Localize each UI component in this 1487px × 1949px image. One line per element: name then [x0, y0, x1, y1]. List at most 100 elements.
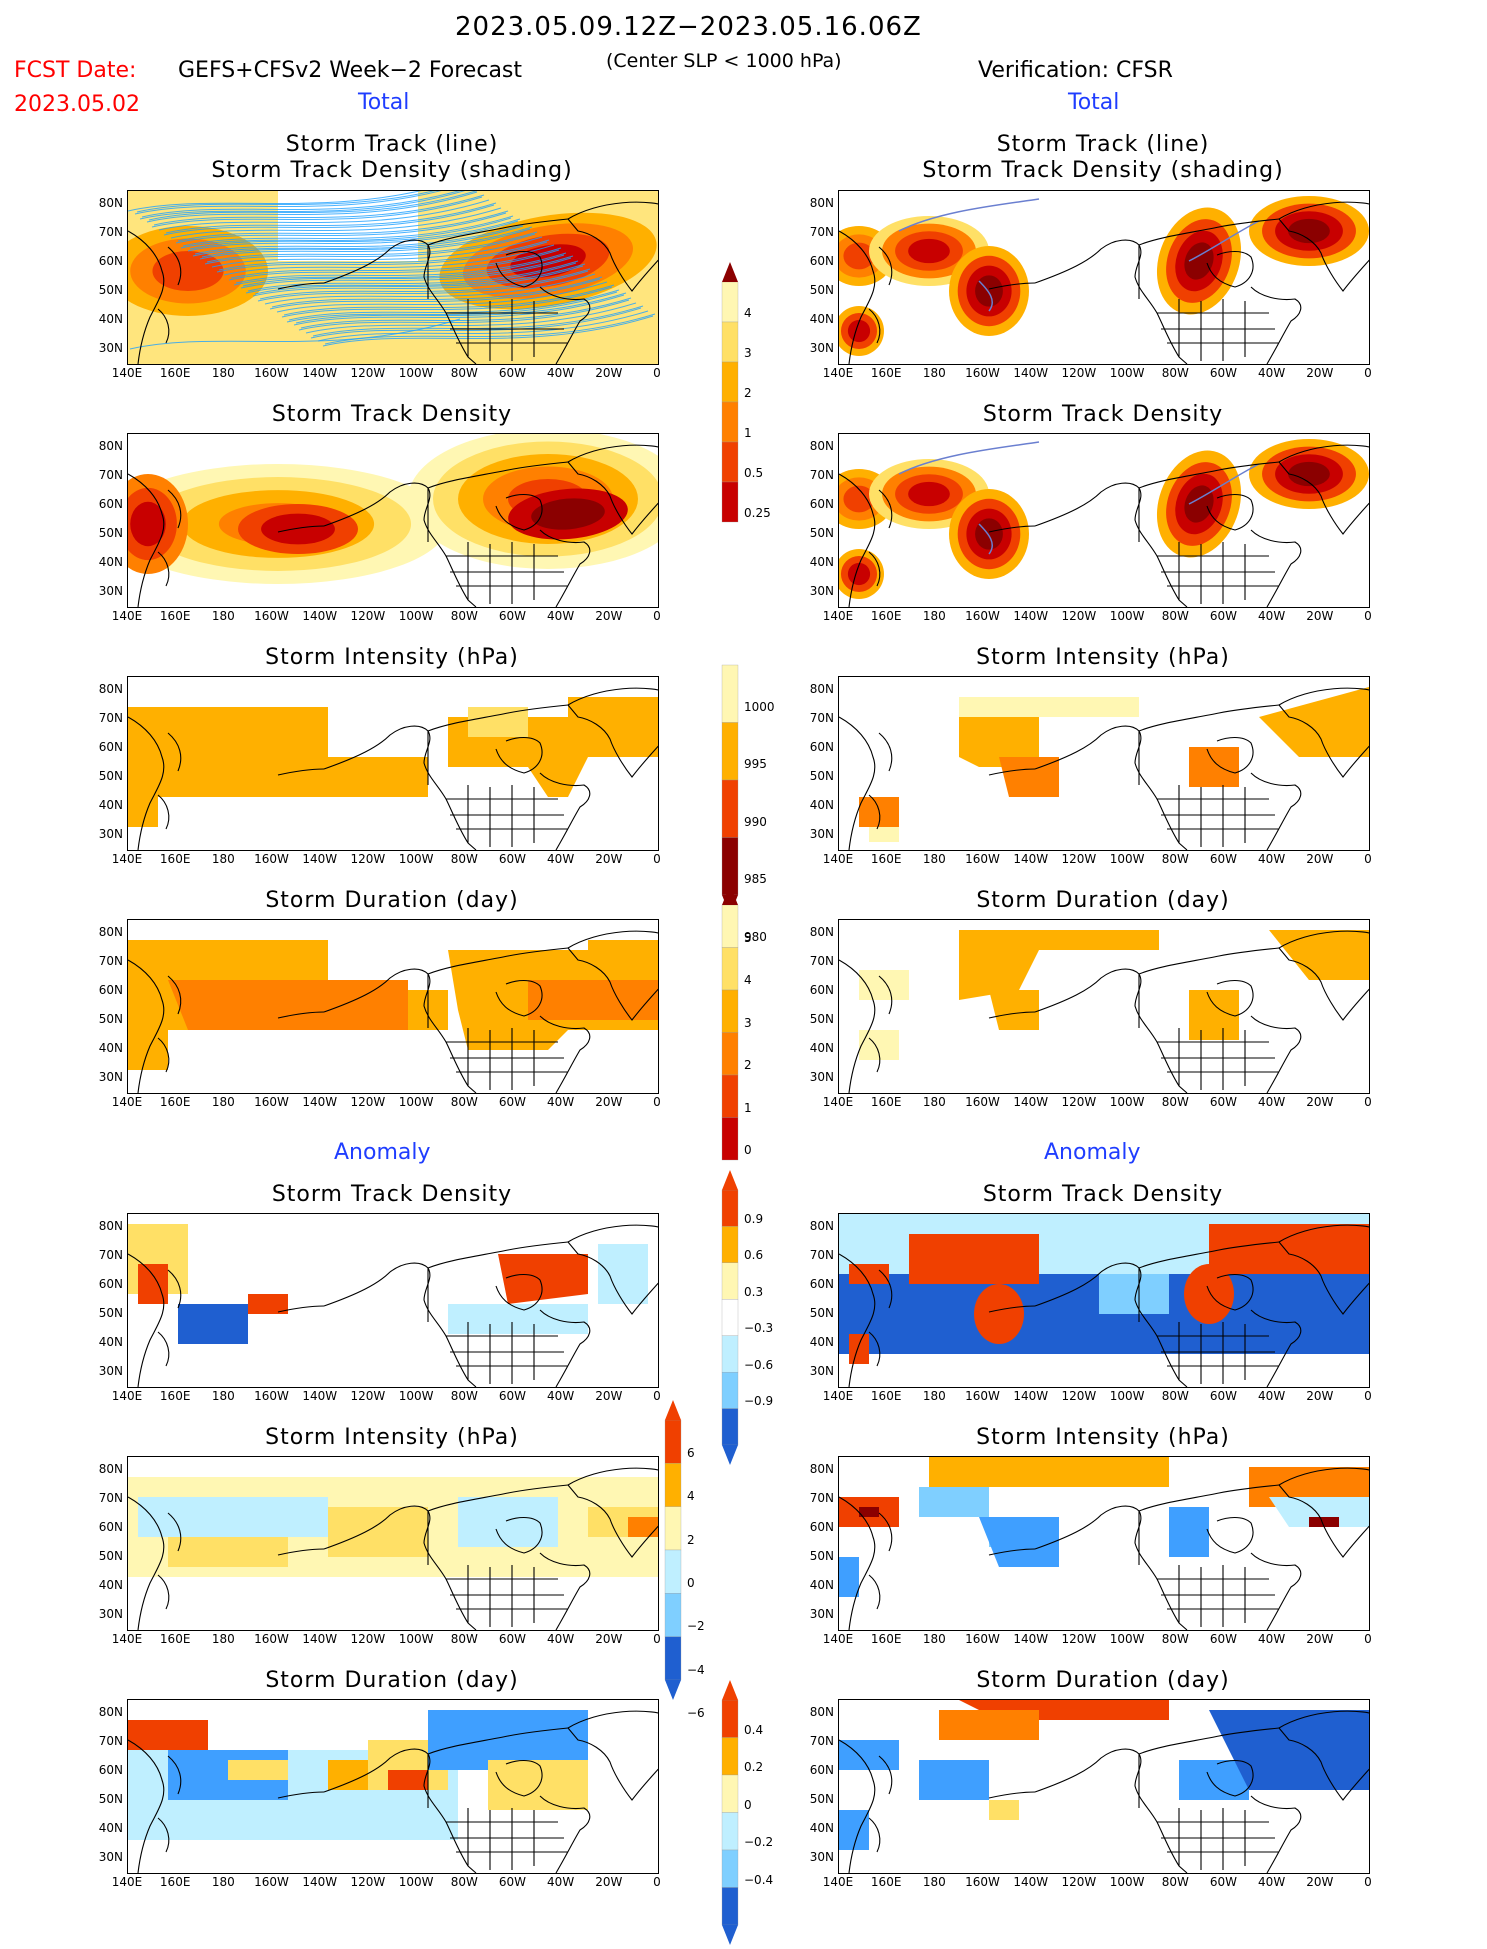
- lon-tick-label: 0: [1364, 366, 1372, 380]
- lat-tick-label: 50N: [809, 1306, 834, 1320]
- panel-title-intensity-right: Storm Intensity (hPa): [976, 645, 1230, 670]
- lon-tick-label: 60W: [1209, 852, 1238, 866]
- lat-tick-label: 80N: [809, 682, 834, 696]
- lon-tick-label: 60W: [498, 1632, 527, 1646]
- lat-tick-label: 30N: [809, 827, 834, 841]
- lon-tick-label: 160W: [254, 852, 289, 866]
- lon-tick-label: 180: [211, 609, 235, 623]
- colorbar-label: 1000: [744, 699, 775, 714]
- lon-tick-label: 0: [653, 609, 661, 623]
- section-total-left: Total: [358, 90, 410, 115]
- lat-tick-label: 80N: [98, 1219, 123, 1233]
- lat-tick-label: 70N: [809, 711, 834, 725]
- colorbar-label: −0.2: [744, 1835, 774, 1849]
- lon-tick-label: 140E: [822, 1095, 854, 1109]
- lon-tick-label: 40W: [547, 852, 575, 866]
- colorbar-label: 4: [744, 306, 752, 320]
- lon-tick-label: 140E: [111, 1389, 143, 1403]
- section-total-right: Total: [1068, 90, 1120, 115]
- lon-tick-label: 20W: [595, 852, 623, 866]
- lon-tick-label: 60W: [498, 366, 527, 380]
- lat-tick-label: 30N: [809, 341, 834, 355]
- lon-tick-label: 100W: [398, 366, 434, 380]
- forecast-name: GEFS+CFSv2 Week−2 Forecast: [178, 58, 523, 83]
- lon-tick-label: 120W: [1061, 1875, 1097, 1889]
- lon-tick-label: 120W: [1061, 1095, 1097, 1109]
- colorbar-label: 0: [744, 1797, 752, 1812]
- lon-tick-label: 40W: [547, 366, 575, 380]
- lon-tick-label: 20W: [1306, 852, 1334, 866]
- lat-tick-label: 80N: [98, 439, 123, 453]
- fcst-date-label: FCST Date:: [14, 58, 137, 83]
- lon-tick-label: 160W: [254, 366, 289, 380]
- lat-tick-label: 70N: [98, 468, 123, 482]
- storm-intensity-map-verification: [838, 676, 1370, 851]
- lat-tick-label: 80N: [809, 1462, 834, 1476]
- lon-tick-label: 20W: [595, 1632, 623, 1646]
- colorbar-label: −4: [687, 1662, 705, 1677]
- storm-intensity-map-forecast: [127, 676, 659, 851]
- lon-tick-label: 160E: [159, 366, 191, 380]
- lon-tick-label: 60W: [498, 1389, 527, 1403]
- colorbar-label: −0.6: [744, 1357, 774, 1372]
- section-anomaly-right: Anomaly: [1044, 1140, 1141, 1165]
- lon-tick-label: 160W: [965, 1389, 1000, 1403]
- lon-tick-label: 40W: [547, 609, 575, 623]
- lat-tick-label: 80N: [809, 925, 834, 939]
- colorbar-label: 3: [744, 346, 752, 360]
- lon-tick-label: 180: [922, 852, 946, 866]
- lon-tick-label: 180: [922, 366, 946, 380]
- duration-anomaly-colorbar: [720, 1680, 740, 1949]
- panel-title-track-shading-right: Storm Track Density (shading): [922, 158, 1284, 183]
- lat-tick-label: 40N: [98, 798, 123, 812]
- lat-tick-label: 60N: [809, 740, 834, 754]
- lon-tick-label: 20W: [595, 609, 623, 623]
- lon-tick-label: 140W: [302, 852, 338, 866]
- panel-title-intensity-left: Storm Intensity (hPa): [265, 645, 519, 670]
- storm-track-map-forecast: [127, 190, 659, 365]
- lon-tick-label: 180: [211, 852, 235, 866]
- colorbar-label: −0.3: [744, 1321, 774, 1336]
- lon-tick-label: 60W: [498, 852, 527, 866]
- lon-tick-label: 160W: [965, 1632, 1000, 1646]
- lon-tick-label: 140W: [302, 1875, 338, 1889]
- lon-tick-label: 120W: [1061, 1632, 1097, 1646]
- lon-tick-label: 100W: [1109, 852, 1145, 866]
- lon-tick-label: 120W: [1061, 609, 1097, 623]
- lon-tick-label: 160E: [870, 1875, 902, 1889]
- lon-tick-label: 160E: [159, 609, 191, 623]
- lon-tick-label: 160W: [254, 1095, 289, 1109]
- lon-tick-label: 120W: [1061, 1389, 1097, 1403]
- lon-tick-label: 20W: [1306, 609, 1334, 623]
- lat-tick-label: 50N: [809, 283, 834, 297]
- lon-tick-label: 80W: [1161, 1389, 1189, 1403]
- lat-tick-label: 50N: [809, 1792, 834, 1806]
- lat-tick-label: 30N: [809, 1850, 834, 1864]
- lon-tick-label: 180: [922, 609, 946, 623]
- lat-tick-label: 70N: [98, 1491, 123, 1505]
- colorbar-label: 0.9: [744, 1211, 764, 1226]
- intensity-anomaly-map-verification: [838, 1456, 1370, 1631]
- storm-track-map-verification: [838, 190, 1370, 365]
- panel-title-density-left: Storm Track Density: [271, 402, 513, 427]
- lon-tick-label: 20W: [595, 1095, 623, 1109]
- lon-tick-label: 140W: [1013, 1389, 1049, 1403]
- lon-tick-label: 120W: [1061, 852, 1097, 866]
- lon-tick-label: 20W: [1306, 1875, 1334, 1889]
- lon-tick-label: 40W: [1258, 1875, 1286, 1889]
- lon-tick-label: 140E: [111, 1875, 143, 1889]
- lon-tick-label: 0: [1364, 1095, 1372, 1109]
- duration-anomaly-map-verification: [838, 1699, 1370, 1874]
- duration-colorbar: [720, 885, 740, 1184]
- panel-title-intensity-anom-left: Storm Intensity (hPa): [265, 1425, 519, 1450]
- lon-tick-label: 140W: [1013, 609, 1049, 623]
- lon-tick-label: 60W: [498, 1095, 527, 1109]
- lon-tick-label: 40W: [547, 1389, 575, 1403]
- lat-tick-label: 40N: [98, 1041, 123, 1055]
- lon-tick-label: 160E: [870, 1632, 902, 1646]
- panel-title-duration-right: Storm Duration (day): [976, 888, 1230, 913]
- lon-tick-label: 60W: [1209, 366, 1238, 380]
- lon-tick-label: 160W: [254, 1632, 289, 1646]
- period-title: 2023.05.09.12Z−2023.05.16.06Z: [455, 12, 922, 42]
- lon-tick-label: 180: [211, 1095, 235, 1109]
